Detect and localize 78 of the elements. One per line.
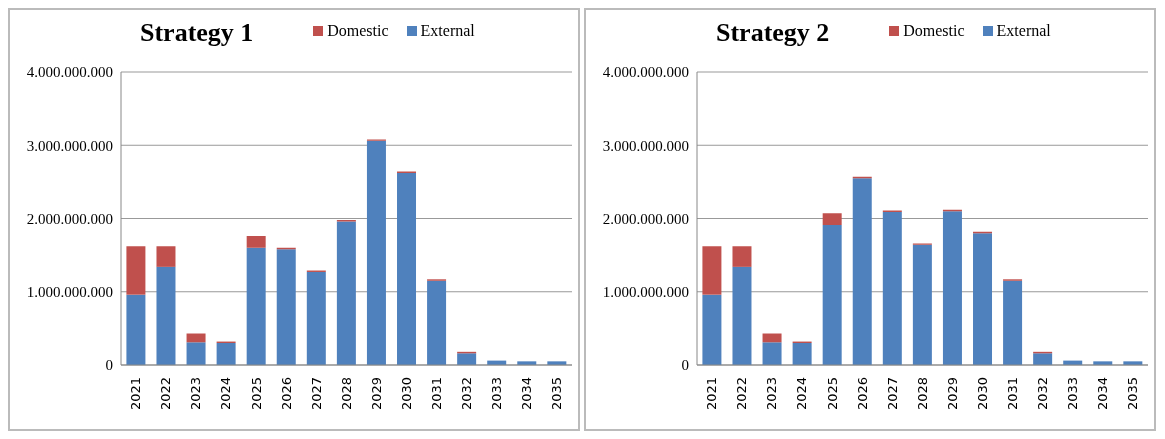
y-tick-label: 4.000.000.000 — [26, 64, 113, 81]
legend-label: Domestic — [327, 22, 389, 40]
bar — [186, 342, 206, 365]
bar — [126, 246, 146, 295]
bar — [702, 246, 722, 295]
chart-title: Strategy 2 — [716, 18, 830, 48]
bar — [822, 213, 842, 226]
bar — [216, 343, 236, 365]
legend-label: External — [996, 22, 1051, 40]
y-tick-label: 1.000.000.000 — [26, 284, 113, 301]
bar — [246, 236, 266, 248]
bar — [762, 342, 782, 365]
bar — [702, 294, 722, 365]
y-tick-label: 3.000.000.000 — [26, 137, 113, 154]
x-tick-label: 2033 — [1065, 377, 1081, 411]
bar — [732, 246, 752, 267]
bar — [852, 178, 872, 365]
x-tick-label: 2035 — [1125, 377, 1141, 411]
bar — [397, 173, 417, 365]
x-tick-label: 2021 — [128, 377, 144, 411]
y-tick-label: 4.000.000.000 — [602, 64, 689, 81]
bar — [912, 244, 932, 365]
x-tick-label: 2021 — [704, 377, 720, 411]
bar — [942, 211, 962, 365]
bar — [732, 266, 752, 365]
x-tick-label: 2023 — [188, 377, 204, 411]
x-tick-label: 2025 — [248, 377, 264, 411]
bar — [822, 225, 842, 365]
bar — [973, 233, 993, 365]
x-tick-label: 2030 — [398, 377, 414, 411]
bar — [427, 280, 447, 365]
bar — [366, 140, 386, 365]
x-tick-label: 2026 — [854, 377, 870, 411]
x-tick-label: 2027 — [884, 377, 900, 411]
legend-label: External — [420, 22, 475, 40]
bar — [882, 211, 902, 365]
x-tick-label: 2034 — [519, 377, 535, 411]
y-tick-label: 0 — [681, 357, 689, 374]
x-tick-label: 2030 — [974, 377, 990, 411]
legend-label: Domestic — [903, 22, 965, 40]
y-tick-label: 2.000.000.000 — [26, 210, 113, 227]
x-tick-label: 2033 — [489, 377, 505, 411]
y-tick-label: 0 — [105, 357, 113, 374]
x-tick-label: 2026 — [278, 377, 294, 411]
bar — [246, 247, 266, 365]
x-tick-label: 2029 — [944, 377, 960, 411]
bar — [457, 353, 477, 365]
bar — [1033, 353, 1053, 365]
x-tick-label: 2022 — [158, 377, 174, 411]
chart-title: Strategy 1 — [140, 18, 254, 48]
x-tick-label: 2022 — [734, 377, 750, 411]
x-tick-label: 2029 — [368, 377, 384, 411]
y-tick-label: 2.000.000.000 — [602, 210, 689, 227]
bar — [792, 343, 812, 365]
bar — [1003, 280, 1023, 365]
x-tick-label: 2024 — [794, 377, 810, 411]
y-tick-label: 1.000.000.000 — [602, 284, 689, 301]
bar — [156, 266, 176, 365]
x-tick-label: 2032 — [459, 377, 474, 411]
bar — [276, 249, 296, 365]
x-tick-label: 2031 — [428, 377, 444, 411]
x-tick-label: 2025 — [824, 377, 840, 411]
x-tick-label: 2031 — [1004, 377, 1020, 411]
x-tick-label: 2035 — [549, 377, 565, 411]
bar — [762, 333, 782, 343]
x-tick-label: 2032 — [1035, 377, 1050, 411]
x-tick-label: 2028 — [914, 377, 930, 411]
x-tick-label: 2027 — [308, 377, 324, 411]
x-tick-label: 2034 — [1095, 377, 1111, 411]
x-tick-label: 2024 — [218, 377, 234, 411]
bar — [156, 246, 176, 267]
x-tick-label: 2028 — [338, 377, 354, 411]
bar — [186, 333, 206, 343]
y-tick-label: 3.000.000.000 — [602, 137, 689, 154]
bar — [306, 271, 326, 365]
x-tick-label: 2023 — [764, 377, 780, 411]
bar — [336, 221, 356, 365]
bar — [126, 294, 146, 365]
